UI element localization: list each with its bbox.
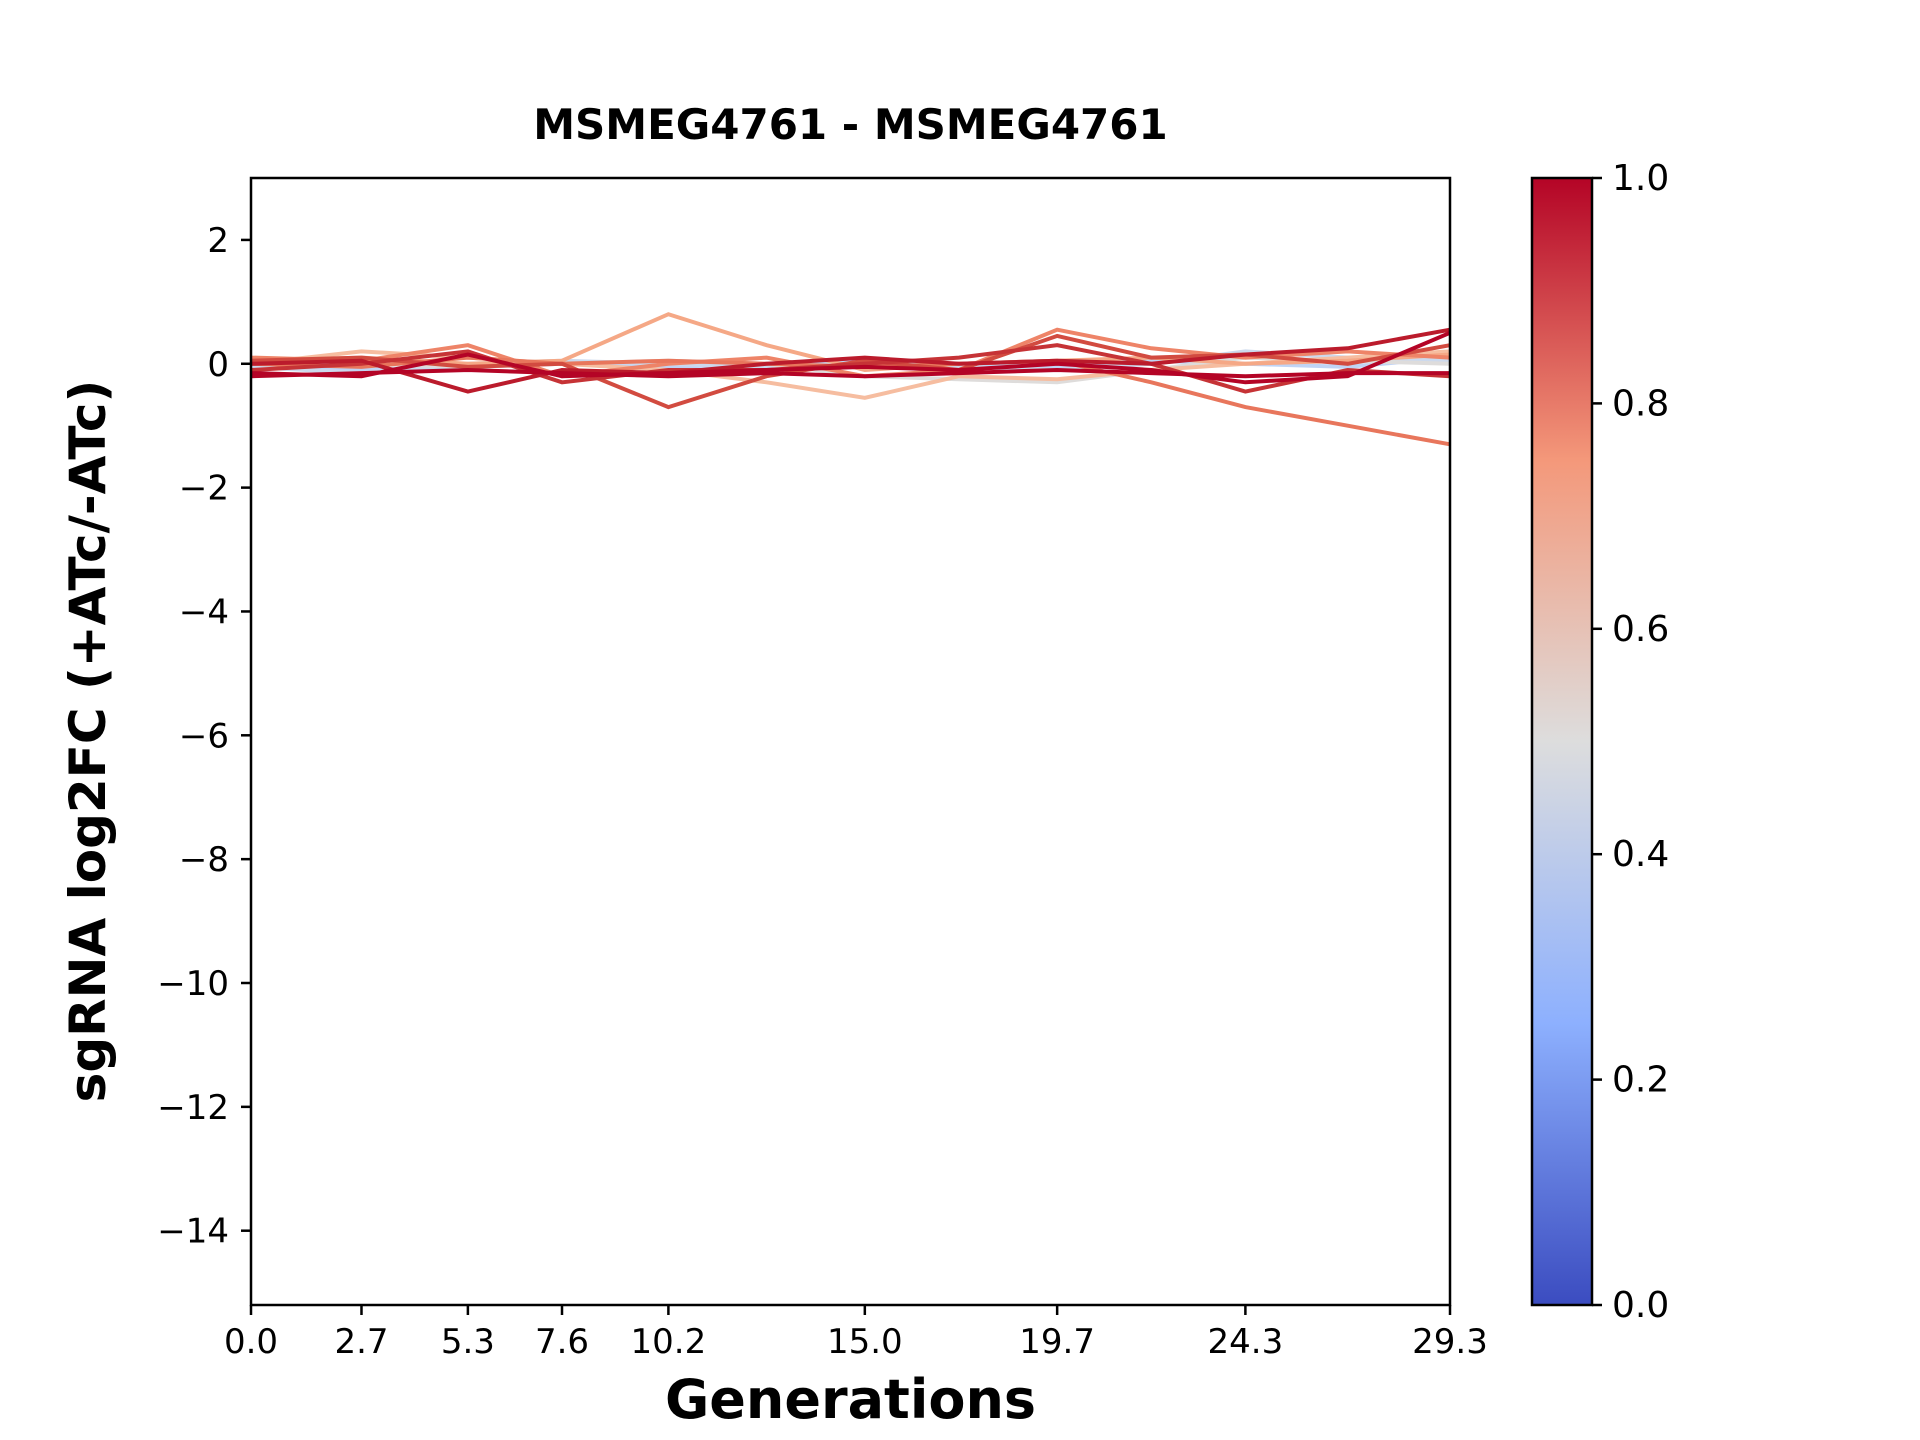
series-line-sgRNA-1 <box>250 330 1451 385</box>
y-axis-ticks: 2 0 −2 −4 −6 −8 −10 −12 −14 <box>157 221 251 1252</box>
axes-spines <box>249 176 1452 1307</box>
series-line-sgRNA-2 <box>250 367 1450 379</box>
colorbar-tick-label: 0.8 <box>1612 383 1669 424</box>
x-tick-label: 24.3 <box>1208 1322 1284 1362</box>
colorbar-tick-label: 0.2 <box>1612 1060 1669 1101</box>
x-tick-label: 7.6 <box>535 1322 589 1362</box>
x-axis-ticks: 0.0 2.7 5.3 7.6 10.2 15.0 19.7 24.3 29.3 <box>224 1305 1488 1362</box>
chart-title: MSMEG4761 - MSMEG4761 <box>533 100 1168 149</box>
x-tick-label: 2.7 <box>334 1322 388 1362</box>
colorbar-gradient <box>1530 176 1594 1307</box>
y-tick-label: −10 <box>157 964 229 1004</box>
x-tick-label: 19.7 <box>1019 1322 1095 1362</box>
y-tick-label: −4 <box>179 592 229 632</box>
x-tick-label: 15.0 <box>827 1322 903 1362</box>
colorbar-tick-label: 0.0 <box>1612 1285 1669 1326</box>
series-line-sgRNA-4 <box>250 343 1451 394</box>
series-line-sgRNA-3 <box>250 327 1451 394</box>
colorbar-tick-label: 0.4 <box>1612 834 1669 875</box>
y-tick-label: −14 <box>157 1212 229 1252</box>
y-tick-label: −12 <box>157 1088 229 1128</box>
y-tick-label: −8 <box>179 840 229 880</box>
y-tick-label: −2 <box>179 469 229 509</box>
x-tick-label: 0.0 <box>224 1322 278 1362</box>
colorbar-tick-label: 1.0 <box>1612 158 1669 199</box>
colorbar-tick-label: 0.6 <box>1612 609 1669 650</box>
x-axis-label: Generations <box>664 1368 1037 1431</box>
x-tick-label: 10.2 <box>631 1322 707 1362</box>
colorbar: 0.0 0.2 0.4 0.6 0.8 1.0 <box>1530 158 1669 1326</box>
plot-lines <box>250 312 1451 447</box>
y-tick-label: 2 <box>207 221 229 261</box>
x-tick-label: 29.3 <box>1412 1322 1488 1362</box>
x-tick-label: 5.3 <box>441 1322 495 1362</box>
series-line-sgRNA-8 <box>250 312 1451 373</box>
y-tick-label: 0 <box>207 345 229 385</box>
y-tick-label: −6 <box>179 716 229 756</box>
